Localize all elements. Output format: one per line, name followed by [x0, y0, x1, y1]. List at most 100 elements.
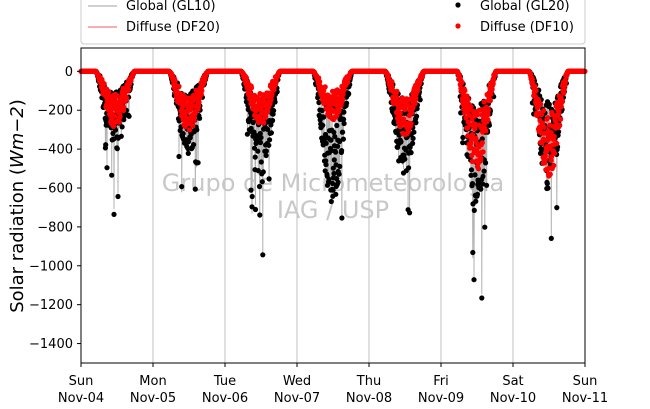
global-gl20-point: [266, 176, 272, 182]
global-gl20-point: [263, 148, 269, 154]
global-gl20-point: [334, 122, 340, 129]
global-gl20-point: [401, 152, 407, 158]
diffuse-df10-point: [557, 122, 563, 128]
global-gl20-point: [257, 130, 263, 137]
diffuse-df10-point: [409, 110, 415, 116]
global-gl20-point: [410, 135, 416, 141]
global-gl20-point: [265, 126, 271, 132]
legend-label: Global (GL20): [480, 0, 570, 14]
global-gl20-point: [474, 191, 481, 197]
legend-item: Global (GL20): [455, 0, 570, 14]
global-gl20-point: [332, 134, 338, 140]
global-gl20-point: [185, 150, 191, 156]
global-gl20-point: [554, 205, 560, 211]
diffuse-df10-point: [558, 104, 565, 110]
global-gl20-point: [480, 181, 486, 187]
y-tick-label: −200: [37, 104, 73, 119]
diffuse-df10-point: [459, 79, 465, 85]
diffuse-df10-point: [551, 162, 557, 169]
diffuse-df10-point: [172, 78, 178, 84]
diffuse-df10-point: [248, 85, 255, 91]
global-gl20-point: [478, 186, 484, 192]
global-gl20-point: [328, 198, 334, 205]
global-gl20-point: [197, 115, 203, 121]
global-gl20-point: [328, 137, 334, 143]
global-gl20-point: [548, 235, 554, 241]
diffuse-df10-point: [469, 158, 475, 165]
diffuse-df10-point: [480, 149, 486, 155]
global-gl20-point: [104, 165, 110, 171]
global-gl20-point: [341, 120, 347, 127]
diffuse-df10-point: [491, 77, 497, 83]
global-gl20-point: [330, 187, 336, 193]
diffuse-df10-point: [121, 104, 127, 110]
diffuse-df10-point: [199, 88, 205, 94]
global-gl20-point: [257, 139, 264, 146]
diffuse-df10-point: [468, 104, 474, 110]
global-gl20-point: [335, 143, 341, 149]
diffuse-df10-point: [408, 121, 414, 127]
diffuse-df10-point: [533, 87, 539, 94]
diffuse-df10-point: [413, 95, 419, 101]
diffuse-df10-point: [191, 117, 197, 124]
global-gl20-point: [263, 152, 269, 159]
global-gl20-point: [339, 148, 345, 154]
global-gl20-point: [121, 113, 127, 119]
global-gl20-point: [126, 113, 132, 119]
x-tick-label: Sun Nov-11: [562, 374, 608, 406]
diffuse-df10-point: [466, 112, 473, 118]
global-gl20-point: [191, 142, 197, 148]
diffuse-df10-point: [462, 88, 468, 94]
global-gl20-point: [473, 198, 479, 204]
global-gl20-point: [260, 169, 266, 175]
diffuse-df10-point: [538, 112, 545, 118]
global-gl20-point: [320, 122, 326, 128]
diffuse-df10-point: [340, 96, 346, 102]
global-gl20-point: [323, 162, 329, 168]
global-gl20-point: [185, 139, 192, 145]
global-gl20-point: [323, 140, 329, 146]
global-gl20-point: [335, 179, 341, 185]
series-diffuse-df10: [78, 68, 588, 179]
diffuse-df10-point: [190, 123, 196, 129]
global-gl20-point: [194, 127, 200, 133]
diffuse-df10-point: [552, 150, 558, 156]
y-tick-label: 0: [65, 65, 73, 80]
legend-item: Diffuse (DF20): [88, 20, 220, 35]
global-gl20-point: [470, 249, 476, 256]
diffuse-df10-point: [126, 87, 132, 93]
diffuse-df10-point: [336, 107, 342, 113]
global-gl20-point: [336, 171, 342, 177]
global-gl20-point: [460, 140, 466, 146]
diffuse-df10-point: [553, 119, 559, 125]
diffuse-df10-point: [549, 153, 555, 160]
global-gl20-point: [258, 159, 264, 165]
diffuse-df10-point: [412, 101, 418, 107]
diffuse-df10-point: [547, 171, 553, 177]
diffuse-df10-point: [474, 112, 480, 118]
global-gl20-point: [482, 224, 488, 230]
diffuse-df10-point: [558, 116, 564, 122]
x-tick-label: Mon Nov-05: [130, 374, 176, 406]
diffuse-df10-point: [483, 128, 489, 134]
global-gl20-point: [479, 136, 485, 142]
global-gl20-point: [329, 180, 336, 186]
global-gl20-point: [333, 191, 339, 197]
global-gl20-point: [398, 139, 404, 145]
legend-label: Diffuse (DF20): [126, 20, 220, 35]
diffuse-df10-point: [196, 99, 202, 105]
diffuse-df10-point: [562, 79, 569, 85]
diffuse-df10-point: [394, 95, 400, 101]
global-gl20-point: [407, 210, 413, 216]
legend-swatch-dot: [455, 23, 461, 29]
diffuse-df10-point: [489, 86, 495, 92]
global-gl20-point: [179, 184, 185, 190]
diffuse-df10-point: [485, 107, 491, 113]
global-gl20-point: [192, 186, 198, 192]
y-tick-label: −600: [37, 182, 73, 197]
diffuse-df10-point: [402, 107, 408, 113]
global-gl20-point: [556, 129, 562, 135]
global-gl20-point: [255, 168, 261, 174]
global-gl20-point: [546, 101, 552, 107]
